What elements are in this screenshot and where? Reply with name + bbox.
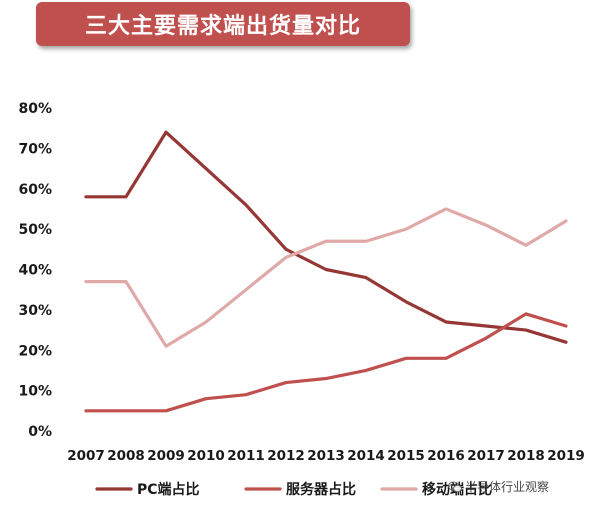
series-line-1 [84,312,568,413]
series-line-0 [84,130,568,344]
x-tick-label: 2013 [307,448,345,464]
y-tick-label: 50% [18,222,52,238]
legend-label-0: PC端占比 [137,481,200,498]
x-tick-label: 2018 [507,448,545,464]
axis-layer: 0%10%20%30%40%50%60%70%80%2007 2008 2009 20… [18,101,584,464]
x-tick-label: 2012 [267,448,305,464]
series-line-2 [84,207,568,348]
y-tick-label: 40% [18,263,52,279]
y-tick-label: 20% [18,343,52,359]
y-tick-label: 80% [18,101,52,117]
x-tick-label: 2017 [467,448,505,464]
y-tick-label: 10% [18,384,52,400]
x-tick-label: 2008 [107,448,145,464]
watermark-text: 半导体行业观察 [465,480,550,494]
y-tick-label: 30% [18,303,52,319]
watermark: 半导体行业观察 [448,478,549,495]
y-tick-label: 60% [18,182,52,198]
x-tick-label: 2010 [187,448,225,464]
y-tick-label: 0% [28,424,52,440]
legend-label-1: 服务器占比 [286,481,356,498]
x-tick-label: 2014 [347,448,385,464]
wechat-icon [448,481,462,493]
x-tick-label: 2009 [147,448,185,464]
x-tick-label: 2007 [67,448,105,464]
legend: PC端占比服务器占比移动端占比 [95,481,492,498]
x-tick-label: 2015 [387,448,425,464]
x-tick-label: 2019 [547,448,585,464]
x-tick-label: 2016 [427,448,465,464]
y-tick-label: 70% [18,141,52,157]
chart-title: 三大主要需求端出货量对比 [36,2,410,46]
series-layer [84,130,568,413]
x-tick-label: 2011 [227,448,265,464]
